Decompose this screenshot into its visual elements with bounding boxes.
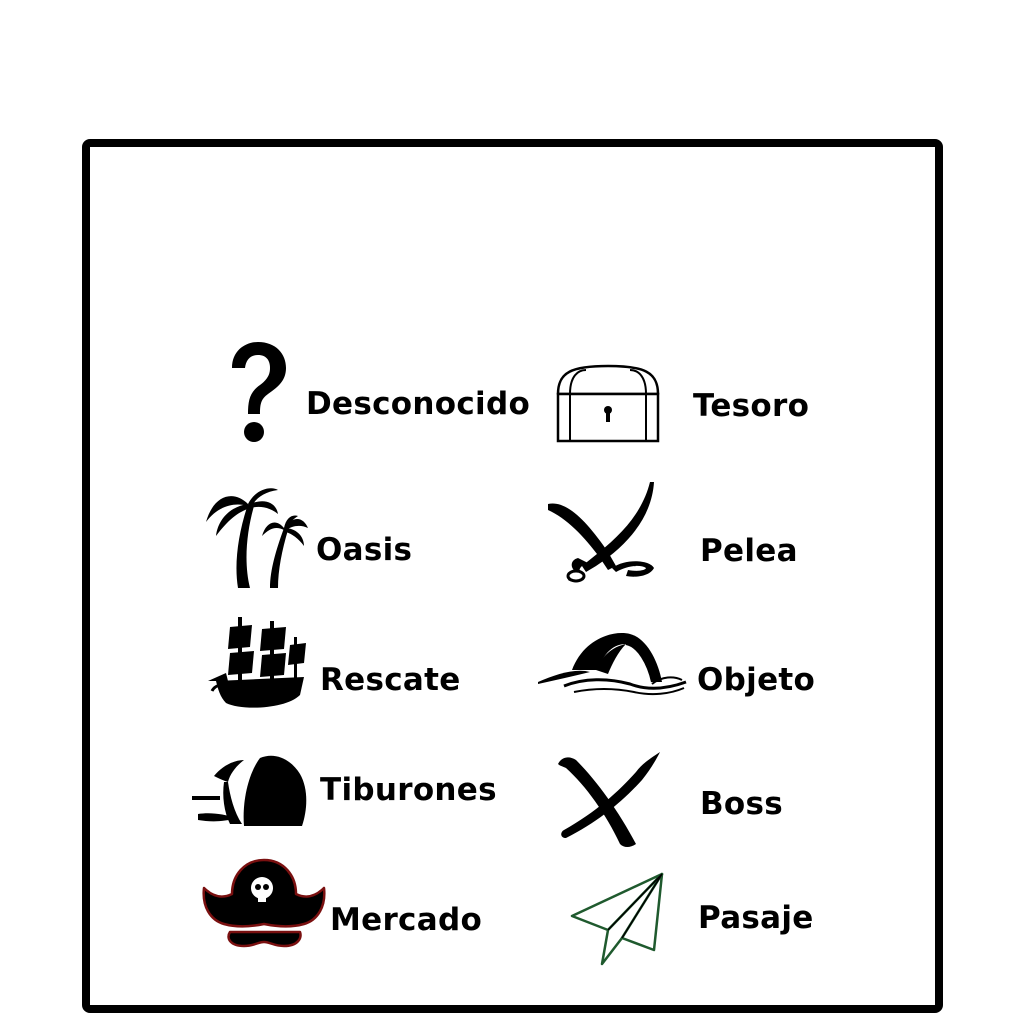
legend-label-tesoro: Tesoro <box>693 388 810 424</box>
legend-label-boss: Boss <box>700 786 784 822</box>
legend-label-mercado: Mercado <box>330 902 483 938</box>
legend-frame <box>82 139 943 1013</box>
paper-plane-icon <box>570 872 666 966</box>
legend-label-tiburones: Tiburones <box>320 772 497 808</box>
legend-label-pasaje: Pasaje <box>698 900 814 936</box>
treasure-chest-icon <box>552 362 664 444</box>
x-mark-icon <box>556 750 664 848</box>
pirate-ship-icon <box>206 615 310 711</box>
shark-fin-icon <box>190 752 310 828</box>
legend-label-objeto: Objeto <box>697 662 816 698</box>
legend-label-rescate: Rescate <box>320 662 461 698</box>
pirate-hat-icon <box>200 858 328 950</box>
question-mark-icon <box>226 342 288 444</box>
legend-label-desconocido: Desconocido <box>306 386 531 422</box>
legend-label-pelea: Pelea <box>700 533 798 569</box>
palm-trees-icon <box>204 484 310 590</box>
wave-hill-icon <box>534 630 690 698</box>
crossed-swords-icon <box>546 480 662 590</box>
legend-label-oasis: Oasis <box>316 532 413 568</box>
